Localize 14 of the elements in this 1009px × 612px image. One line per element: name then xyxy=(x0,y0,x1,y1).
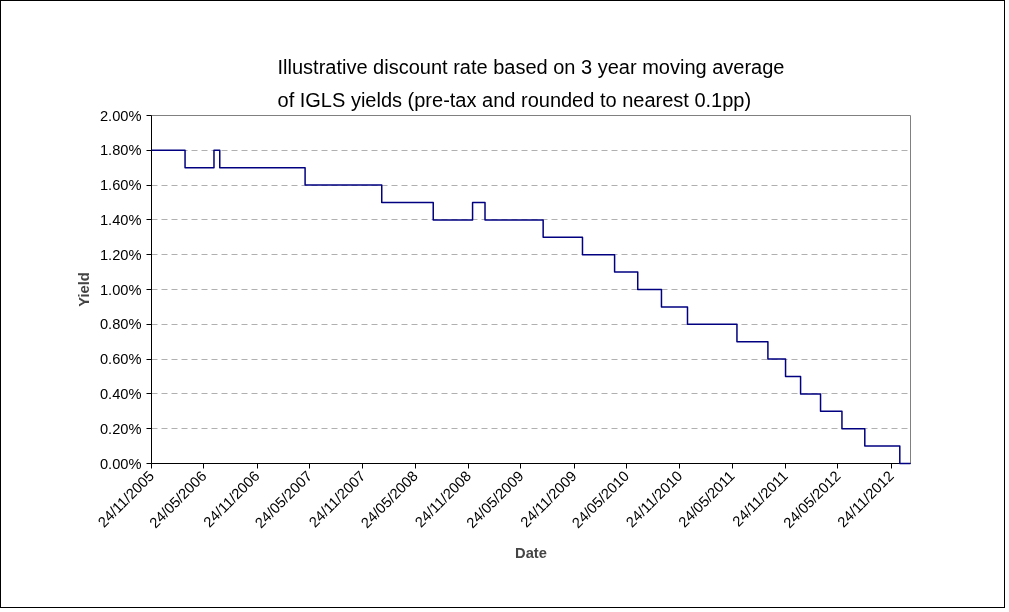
chart-title: Illustrative discount rate based on 3 year moving average of IGLS yields (pre-tax and rounded to nearest 0.1pp) xyxy=(277,55,785,111)
y-tick-label: 1.80% xyxy=(99,142,142,159)
y-tick-label: 0.40% xyxy=(99,385,142,402)
y-tick-label: 1.60% xyxy=(99,177,142,194)
y-tick-label: 0.00% xyxy=(99,455,142,472)
y-axis-title: Yield xyxy=(75,272,92,307)
y-tick-label: 0.20% xyxy=(99,420,142,437)
y-tick-label: 2.00% xyxy=(99,107,142,124)
y-tick-label: 1.40% xyxy=(99,211,142,228)
y-tick-label: 1.00% xyxy=(99,281,142,298)
y-tick-label: 0.60% xyxy=(99,351,142,368)
x-axis-title: Date xyxy=(515,544,547,561)
y-tick-label: 0.80% xyxy=(99,316,142,333)
y-tick-label: 1.20% xyxy=(99,246,142,263)
